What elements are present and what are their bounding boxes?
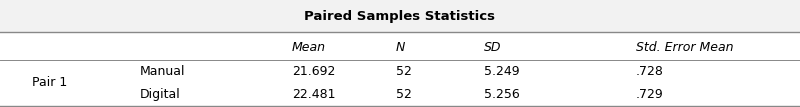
Text: Paired Samples Statistics: Paired Samples Statistics bbox=[305, 10, 495, 23]
Text: 21.692: 21.692 bbox=[292, 65, 335, 78]
Text: 5.249: 5.249 bbox=[484, 65, 520, 78]
Text: .728: .728 bbox=[636, 65, 664, 78]
Text: N: N bbox=[396, 41, 406, 54]
Text: 22.481: 22.481 bbox=[292, 88, 335, 101]
Text: 5.256: 5.256 bbox=[484, 88, 520, 101]
Text: SD: SD bbox=[484, 41, 502, 54]
Text: Manual: Manual bbox=[140, 65, 186, 78]
Text: Digital: Digital bbox=[140, 88, 181, 101]
Text: 52: 52 bbox=[396, 65, 412, 78]
Text: .729: .729 bbox=[636, 88, 664, 101]
FancyBboxPatch shape bbox=[0, 0, 800, 32]
Text: Pair 1: Pair 1 bbox=[32, 76, 67, 89]
Text: 52: 52 bbox=[396, 88, 412, 101]
Text: Mean: Mean bbox=[292, 41, 326, 54]
Text: Std. Error Mean: Std. Error Mean bbox=[636, 41, 734, 54]
